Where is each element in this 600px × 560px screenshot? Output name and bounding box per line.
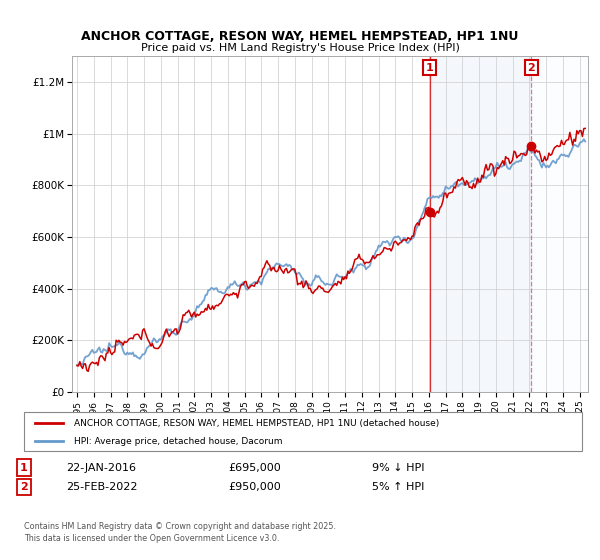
Text: £695,000: £695,000: [228, 463, 281, 473]
Text: ANCHOR COTTAGE, RESON WAY, HEMEL HEMPSTEAD, HP1 1NU (detached house): ANCHOR COTTAGE, RESON WAY, HEMEL HEMPSTE…: [74, 419, 439, 428]
Text: ANCHOR COTTAGE, RESON WAY, HEMEL HEMPSTEAD, HP1 1NU: ANCHOR COTTAGE, RESON WAY, HEMEL HEMPSTE…: [82, 30, 518, 43]
Text: 5% ↑ HPI: 5% ↑ HPI: [372, 482, 424, 492]
Text: 9% ↓ HPI: 9% ↓ HPI: [372, 463, 425, 473]
Text: Price paid vs. HM Land Registry's House Price Index (HPI): Price paid vs. HM Land Registry's House …: [140, 43, 460, 53]
FancyBboxPatch shape: [24, 412, 582, 451]
Text: 2: 2: [527, 63, 535, 73]
Text: £950,000: £950,000: [228, 482, 281, 492]
Text: 1: 1: [20, 463, 28, 473]
Bar: [532, 56, 596, 392]
Text: 1: 1: [426, 63, 434, 73]
Text: 25-FEB-2022: 25-FEB-2022: [66, 482, 137, 492]
Text: 22-JAN-2016: 22-JAN-2016: [66, 463, 136, 473]
Text: Contains HM Land Registry data © Crown copyright and database right 2025.
This d: Contains HM Land Registry data © Crown c…: [24, 522, 336, 543]
Text: HPI: Average price, detached house, Dacorum: HPI: Average price, detached house, Daco…: [74, 436, 283, 446]
Text: 2: 2: [20, 482, 28, 492]
Bar: [430, 56, 532, 392]
